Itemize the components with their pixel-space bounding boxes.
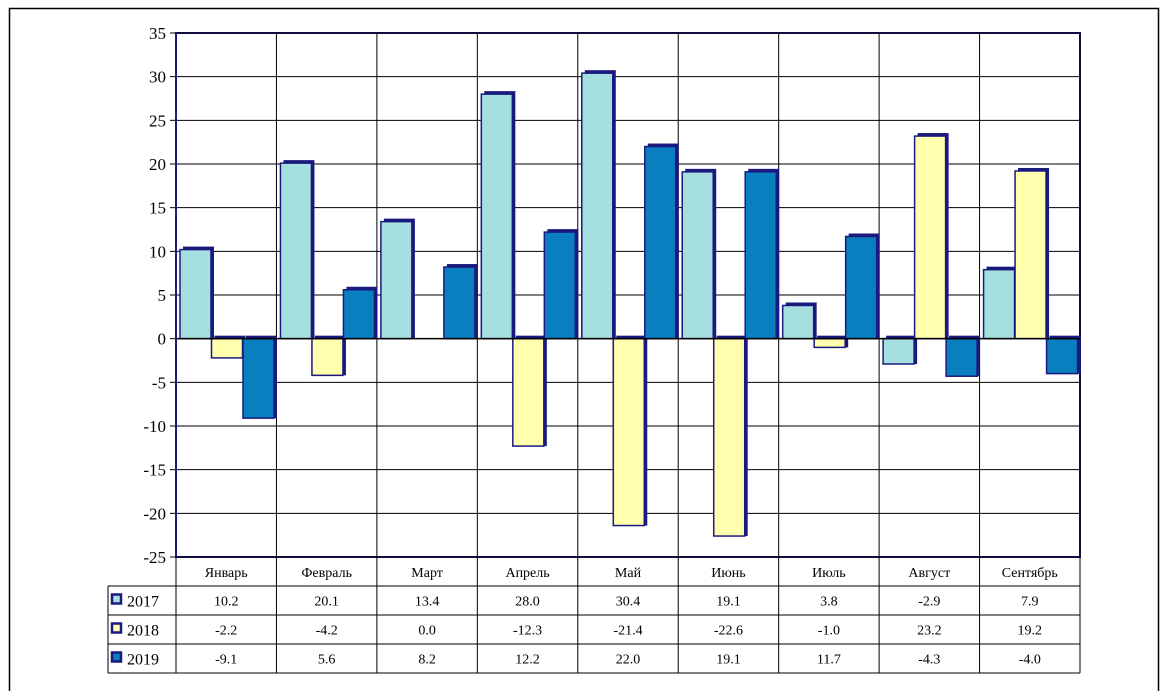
bar-2018-Апрель — [512, 337, 545, 447]
bar-2017-Июль — [781, 304, 815, 340]
table-cell: -4.0 — [1019, 653, 1041, 668]
table-cell: 23.2 — [917, 624, 942, 639]
table-cell: -22.6 — [714, 624, 743, 639]
table-cell: 28.0 — [515, 595, 540, 610]
bar-2018-Январь — [210, 337, 244, 359]
y-tick-label: 35 — [149, 24, 166, 43]
y-axis: 35 30 25 20 15 10 5 0 -5 -10 -15 -20 -25 — [143, 24, 1080, 567]
y-tick-label: -5 — [152, 373, 166, 392]
table-cell: 7.9 — [1021, 595, 1039, 610]
bar-2019-Июнь — [744, 171, 777, 340]
bar-2017-Сентябрь — [982, 268, 1016, 340]
table-cell: 11.7 — [817, 653, 841, 668]
table-cell: 19.2 — [1018, 624, 1043, 639]
legend-swatch-2019 — [110, 651, 123, 663]
category-label: Январь — [205, 566, 248, 581]
y-tick-label: 0 — [158, 330, 167, 349]
category-label: Август — [908, 566, 950, 581]
table-cell: -1.0 — [818, 624, 840, 639]
data-table: Январь Февраль Март Апрель Май Июнь Июль Август… — [107, 557, 1081, 674]
y-tick-label: 5 — [158, 286, 167, 305]
legend-label-2019: 2019 — [127, 652, 159, 669]
bar-2017-Август — [882, 337, 915, 365]
category-label: Сентябрь — [1002, 566, 1058, 581]
y-tick-label: 25 — [149, 111, 166, 130]
y-tick-label: 20 — [149, 155, 166, 174]
y-tick-label: -20 — [143, 504, 166, 523]
bar-2019-Август — [945, 337, 978, 377]
category-label: Февраль — [301, 566, 352, 581]
table-cell: 0.0 — [418, 624, 436, 639]
table-cell: 3.8 — [820, 595, 838, 610]
table-cell: -4.2 — [316, 624, 338, 639]
bar-2017-Март — [380, 220, 413, 340]
bar-2017-Январь — [179, 248, 212, 340]
bar-2018-Сентябрь — [1014, 170, 1047, 340]
bar-2018-Июль — [813, 337, 846, 349]
category-label: Июнь — [711, 566, 745, 581]
legend-label-2017: 2017 — [127, 594, 159, 611]
table-cell: 12.2 — [515, 653, 540, 668]
bar-2019-Январь — [242, 337, 275, 419]
table-cell: 22.0 — [616, 653, 641, 668]
y-tick-label: -10 — [143, 417, 166, 436]
legend-swatch-2017 — [110, 593, 123, 605]
y-tick-label: 30 — [149, 68, 166, 87]
bar-2017-Июнь — [681, 171, 714, 340]
table-cell: 19.1 — [716, 653, 741, 668]
y-tick-label: -25 — [143, 548, 166, 567]
legend-label-2018: 2018 — [127, 623, 159, 640]
bar-2019-Апрель — [543, 231, 577, 340]
table-cell: -2.2 — [215, 624, 237, 639]
table-cell: 10.2 — [214, 595, 239, 610]
table-cell: -2.9 — [918, 595, 940, 610]
bar-2019-Февраль — [342, 289, 376, 340]
bar-2019-Март — [443, 266, 476, 340]
table-cell: 20.1 — [314, 595, 339, 610]
bar-2017-Февраль — [279, 162, 313, 340]
y-tick-label: -15 — [143, 461, 166, 480]
bar-2018-Июнь — [712, 337, 746, 537]
category-label: Апрель — [505, 566, 549, 581]
bar-2018-Февраль — [311, 337, 344, 377]
bar-2019-Май — [644, 145, 677, 340]
y-tick-label: 10 — [149, 242, 166, 261]
table-cell: 30.4 — [616, 595, 641, 610]
table-cell: 19.1 — [716, 595, 741, 610]
table-cell: 13.4 — [415, 595, 440, 610]
table-cell: 5.6 — [318, 653, 336, 668]
table-cell: 8.2 — [418, 653, 436, 668]
category-label: Май — [615, 566, 642, 581]
bar-2018-Май — [612, 337, 646, 527]
table-cell: -12.3 — [513, 624, 542, 639]
bar-2017-Май — [581, 72, 614, 340]
category-label: Март — [411, 566, 443, 581]
y-tick-label: 15 — [149, 199, 166, 218]
bar-2017-Апрель — [480, 93, 514, 340]
table-cell: -4.3 — [918, 653, 940, 668]
table-cell: -9.1 — [215, 653, 237, 668]
bar-2019-Сентябрь — [1045, 337, 1079, 375]
bars — [179, 70, 1081, 537]
bar-2019-Июль — [844, 235, 878, 340]
legend-swatch-2018 — [110, 622, 123, 634]
table-cell: -21.4 — [613, 624, 642, 639]
category-label: Июль — [812, 566, 846, 581]
bar-2018-Август — [913, 135, 947, 340]
